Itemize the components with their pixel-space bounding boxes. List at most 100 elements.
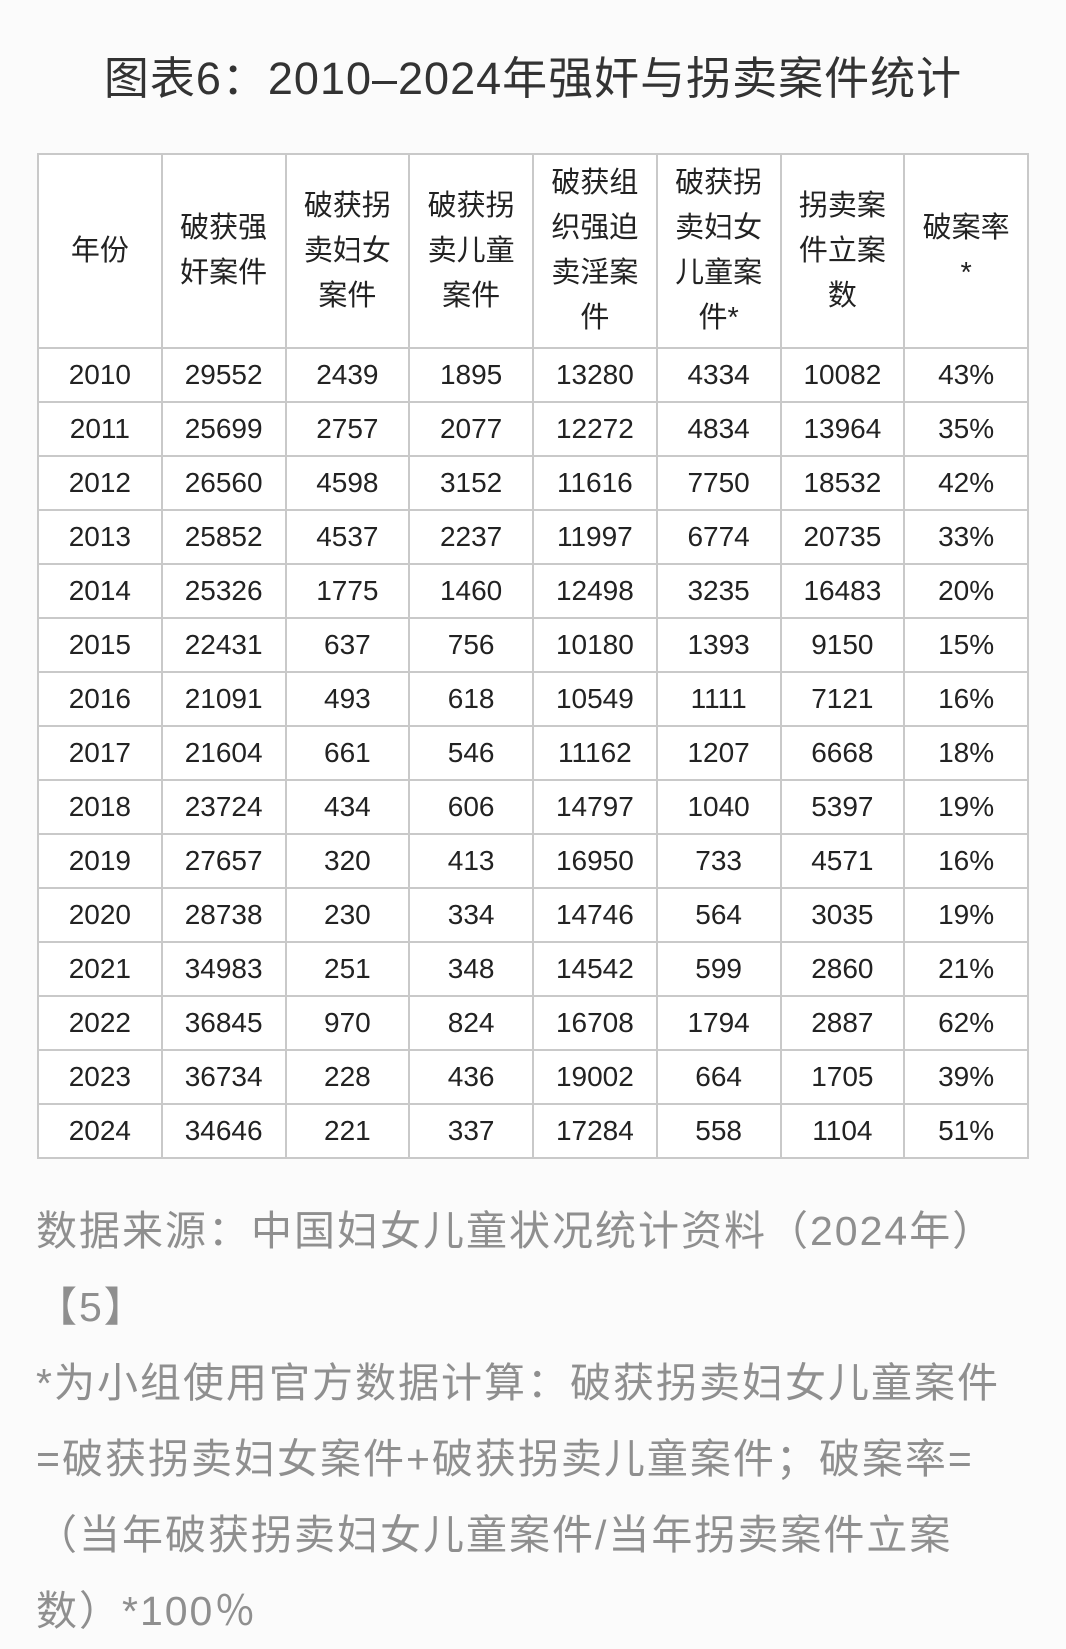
value-cell: 16950 bbox=[532, 833, 658, 889]
year-cell: 2011 bbox=[37, 401, 163, 457]
value-cell: 4598 bbox=[284, 455, 411, 511]
value-cell: 1104 bbox=[779, 1103, 906, 1159]
value-cell: 20% bbox=[903, 563, 1029, 619]
value-cell: 3035 bbox=[779, 887, 906, 943]
value-cell: 25852 bbox=[160, 509, 287, 565]
value-cell: 1460 bbox=[408, 563, 534, 619]
column-header: 年份 bbox=[37, 153, 163, 349]
table-row: 2014 25326 1775 1460 12498 3235 16483 20% bbox=[37, 563, 1029, 619]
value-cell: 824 bbox=[408, 995, 534, 1051]
value-cell: 1775 bbox=[284, 563, 411, 619]
value-cell: 36734 bbox=[160, 1049, 287, 1105]
value-cell: 16% bbox=[903, 671, 1029, 727]
value-cell: 2439 bbox=[284, 347, 411, 403]
value-cell: 1207 bbox=[655, 725, 782, 781]
table-row: 2013 25852 4537 2237 11997 6774 20735 33% bbox=[37, 509, 1029, 565]
year-cell: 2024 bbox=[37, 1103, 163, 1159]
value-cell: 42% bbox=[903, 455, 1029, 511]
value-cell: 34646 bbox=[160, 1103, 287, 1159]
value-cell: 43% bbox=[903, 347, 1029, 403]
value-cell: 27657 bbox=[160, 833, 287, 889]
year-cell: 2017 bbox=[37, 725, 163, 781]
statistics-table: 年份 破获强奸案件 破获拐卖妇女案件 破获拐卖儿童案件 破获组织强迫卖淫案件 破获拐卖妇女… bbox=[37, 153, 1029, 1159]
value-cell: 334 bbox=[408, 887, 534, 943]
value-cell: 221 bbox=[284, 1103, 411, 1159]
value-cell: 19% bbox=[903, 779, 1029, 835]
table-body: 2010 29552 2439 1895 13280 4334 10082 43% 2011 25… bbox=[37, 347, 1029, 1159]
value-cell: 12272 bbox=[532, 401, 658, 457]
value-cell: 6668 bbox=[779, 725, 906, 781]
year-cell: 2019 bbox=[37, 833, 163, 889]
value-cell: 3235 bbox=[655, 563, 782, 619]
column-header: 破获拐卖妇女案件 bbox=[284, 153, 411, 349]
value-cell: 599 bbox=[655, 941, 782, 997]
column-header: 破获强奸案件 bbox=[160, 153, 287, 349]
footnote-line: 数）*100％ bbox=[36, 1588, 258, 1634]
footnote-line: （当年破获拐卖妇女儿童案件/当年拐卖案件立案 bbox=[36, 1512, 953, 1558]
value-cell: 493 bbox=[284, 671, 411, 727]
value-cell: 25699 bbox=[160, 401, 287, 457]
value-cell: 7121 bbox=[779, 671, 906, 727]
year-cell: 2014 bbox=[37, 563, 163, 619]
year-cell: 2022 bbox=[37, 995, 163, 1051]
value-cell: 14542 bbox=[532, 941, 658, 997]
table-row: 2024 34646 221 337 17284 558 1104 51% bbox=[37, 1103, 1029, 1159]
value-cell: 51% bbox=[903, 1103, 1029, 1159]
value-cell: 661 bbox=[284, 725, 411, 781]
table-row: 2010 29552 2439 1895 13280 4334 10082 43% bbox=[37, 347, 1029, 403]
value-cell: 606 bbox=[408, 779, 534, 835]
value-cell: 34983 bbox=[160, 941, 287, 997]
table-row: 2012 26560 4598 3152 11616 7750 18532 42% bbox=[37, 455, 1029, 511]
table-row: 2021 34983 251 348 14542 599 2860 21% bbox=[37, 941, 1029, 997]
value-cell: 434 bbox=[284, 779, 411, 835]
value-cell: 21604 bbox=[160, 725, 287, 781]
value-cell: 35% bbox=[903, 401, 1029, 457]
value-cell: 564 bbox=[655, 887, 782, 943]
page-title: 图表6：2010–2024年强奸与拐卖案件统计 bbox=[103, 53, 963, 104]
year-cell: 2018 bbox=[37, 779, 163, 835]
year-cell: 2012 bbox=[37, 455, 163, 511]
value-cell: 13280 bbox=[532, 347, 658, 403]
footnotes: 数据来源：中国妇女儿童状况统计资料（2024年） 【5】 *为小组使用官方数据计算：… bbox=[36, 1193, 1032, 1649]
footnote-line: *为小组使用官方数据计算：破获拐卖妇女儿童案件 bbox=[36, 1360, 1000, 1406]
value-cell: 28738 bbox=[160, 887, 287, 943]
value-cell: 16708 bbox=[532, 995, 658, 1051]
year-cell: 2016 bbox=[37, 671, 163, 727]
value-cell: 230 bbox=[284, 887, 411, 943]
value-cell: 23724 bbox=[160, 779, 287, 835]
value-cell: 14746 bbox=[532, 887, 658, 943]
value-cell: 733 bbox=[655, 833, 782, 889]
value-cell: 320 bbox=[284, 833, 411, 889]
value-cell: 62% bbox=[903, 995, 1029, 1051]
value-cell: 4537 bbox=[284, 509, 411, 565]
value-cell: 1393 bbox=[655, 617, 782, 673]
value-cell: 546 bbox=[408, 725, 534, 781]
value-cell: 20735 bbox=[779, 509, 906, 565]
value-cell: 21% bbox=[903, 941, 1029, 997]
year-cell: 2013 bbox=[37, 509, 163, 565]
value-cell: 22431 bbox=[160, 617, 287, 673]
column-header: 破获拐卖妇女儿童案件* bbox=[655, 153, 782, 349]
value-cell: 1794 bbox=[655, 995, 782, 1051]
table-header-row: 年份 破获强奸案件 破获拐卖妇女案件 破获拐卖儿童案件 破获组织强迫卖淫案件 破获拐卖妇女… bbox=[37, 153, 1029, 349]
value-cell: 39% bbox=[903, 1049, 1029, 1105]
table-header: 年份 破获强奸案件 破获拐卖妇女案件 破获拐卖儿童案件 破获组织强迫卖淫案件 破获拐卖妇女… bbox=[37, 153, 1029, 349]
value-cell: 36845 bbox=[160, 995, 287, 1051]
value-cell: 2887 bbox=[779, 995, 906, 1051]
table-row: 2011 25699 2757 2077 12272 4834 13964 35% bbox=[37, 401, 1029, 457]
value-cell: 13964 bbox=[779, 401, 906, 457]
table-row: 2017 21604 661 546 11162 1207 6668 18% bbox=[37, 725, 1029, 781]
value-cell: 1705 bbox=[779, 1049, 906, 1105]
table-row: 2022 36845 970 824 16708 1794 2887 62% bbox=[37, 995, 1029, 1051]
value-cell: 16% bbox=[903, 833, 1029, 889]
value-cell: 29552 bbox=[160, 347, 287, 403]
value-cell: 5397 bbox=[779, 779, 906, 835]
value-cell: 1040 bbox=[655, 779, 782, 835]
value-cell: 251 bbox=[284, 941, 411, 997]
value-cell: 637 bbox=[284, 617, 411, 673]
table-row: 2020 28738 230 334 14746 564 3035 19% bbox=[37, 887, 1029, 943]
value-cell: 25326 bbox=[160, 563, 287, 619]
value-cell: 11162 bbox=[532, 725, 658, 781]
value-cell: 19002 bbox=[532, 1049, 658, 1105]
value-cell: 17284 bbox=[532, 1103, 658, 1159]
